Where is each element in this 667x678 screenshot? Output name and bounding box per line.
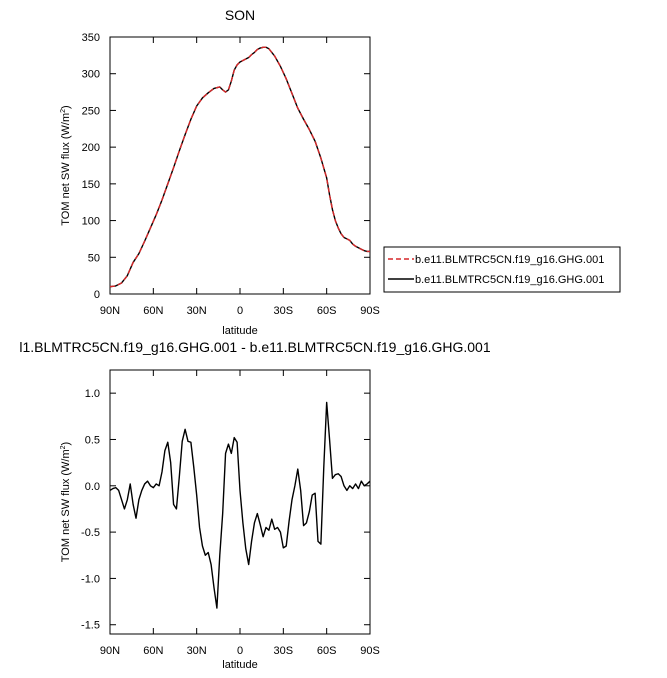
bottom-panel: l1.BLMTRC5CN.f19_g16.GHG.001 - b.e11.BLM… bbox=[19, 339, 491, 671]
top-y-axis-label-close: ) bbox=[60, 105, 72, 109]
top-y-ticks: 0 50 100 150 200 250 300 350 bbox=[82, 32, 370, 301]
legend: b.e11.BLMTRC5CN.f19_g16.GHG.001 b.e11.BL… bbox=[383, 246, 621, 293]
legend-entry-2: b.e11.BLMTRC5CN.f19_g16.GHG.001 bbox=[415, 274, 604, 286]
top-x-tick-label: 90N bbox=[100, 305, 120, 317]
bottom-x-ticks: 90N 60N 30N 0 30S 60S 90S bbox=[100, 370, 380, 657]
top-x-tick-label: 30N bbox=[187, 305, 207, 317]
top-y-tick-label: 50 bbox=[88, 252, 100, 264]
bottom-y-tick-label: 1.0 bbox=[85, 388, 100, 400]
top-series-line-1 bbox=[109, 46, 370, 288]
top-y-tick-label: 300 bbox=[82, 69, 100, 81]
bottom-y-axis-label-close: ) bbox=[60, 442, 72, 446]
bottom-plot-frame bbox=[109, 369, 371, 635]
bottom-y-tick-label: -1.5 bbox=[81, 620, 100, 632]
top-y-axis-label-main: TOM net SW flux (W/m bbox=[60, 113, 72, 226]
legend-box bbox=[383, 246, 621, 293]
top-y-axis-label-superscript: 2 bbox=[60, 109, 67, 113]
bottom-y-tick-label: 0.0 bbox=[85, 481, 100, 493]
top-x-ticks: 90N 60N 30N 0 30S 60S 90S bbox=[100, 37, 380, 317]
legend-entry-1: b.e11.BLMTRC5CN.f19_g16.GHG.001 bbox=[415, 254, 604, 266]
bottom-y-tick-label: -0.5 bbox=[81, 527, 100, 539]
bottom-y-axis-label-main: TOM net SW flux (W/m bbox=[60, 449, 72, 562]
top-y-tick-label: 150 bbox=[82, 179, 100, 191]
bottom-x-tick-label: 0 bbox=[237, 645, 243, 657]
bottom-x-tick-label: 60N bbox=[143, 645, 163, 657]
bottom-series-line-0 bbox=[109, 401, 371, 609]
bottom-y-tick-label: 0.5 bbox=[85, 434, 100, 446]
top-y-tick-label: 350 bbox=[82, 32, 100, 44]
top-x-tick-label: 90S bbox=[360, 305, 380, 317]
bottom-x-tick-label: 30N bbox=[187, 645, 207, 657]
bottom-series bbox=[109, 401, 371, 609]
top-x-tick-label: 30S bbox=[274, 305, 294, 317]
bottom-y-tick-label: -1.0 bbox=[81, 573, 100, 585]
top-x-tick-label: 0 bbox=[237, 305, 243, 317]
top-x-tick-label: 60N bbox=[143, 305, 163, 317]
top-y-axis-label: TOM net SW flux (W/m2) bbox=[60, 105, 72, 225]
top-y-tick-label: 250 bbox=[82, 105, 100, 117]
top-x-axis-label: latitude bbox=[222, 325, 257, 337]
bottom-x-tick-label: 60S bbox=[317, 645, 337, 657]
bottom-y-ticks: -1.5 -1.0 -0.5 0.0 0.5 1.0 bbox=[81, 388, 370, 632]
bottom-chart-title: l1.BLMTRC5CN.f19_g16.GHG.001 - b.e11.BLM… bbox=[19, 339, 491, 355]
bottom-x-axis-label: latitude bbox=[222, 659, 257, 671]
top-panel: SON 90N 60N 30N 0 30S 60S 90S 0 50 100 150 200 250 3… bbox=[60, 7, 621, 337]
top-y-tick-label: 100 bbox=[82, 216, 100, 228]
top-x-tick-label: 60S bbox=[317, 305, 337, 317]
bottom-x-tick-label: 90S bbox=[360, 645, 380, 657]
top-y-tick-label: 0 bbox=[94, 289, 100, 301]
top-series-line-0 bbox=[109, 46, 370, 288]
top-chart-title: SON bbox=[225, 7, 255, 23]
bottom-y-axis-label: TOM net SW flux (W/m2) bbox=[60, 442, 72, 562]
bottom-x-tick-label: 30S bbox=[274, 645, 294, 657]
top-plot-frame bbox=[109, 36, 371, 295]
top-y-tick-label: 200 bbox=[82, 142, 100, 154]
bottom-x-tick-label: 90N bbox=[100, 645, 120, 657]
bottom-y-axis-label-superscript: 2 bbox=[60, 445, 67, 449]
top-series bbox=[109, 46, 370, 288]
